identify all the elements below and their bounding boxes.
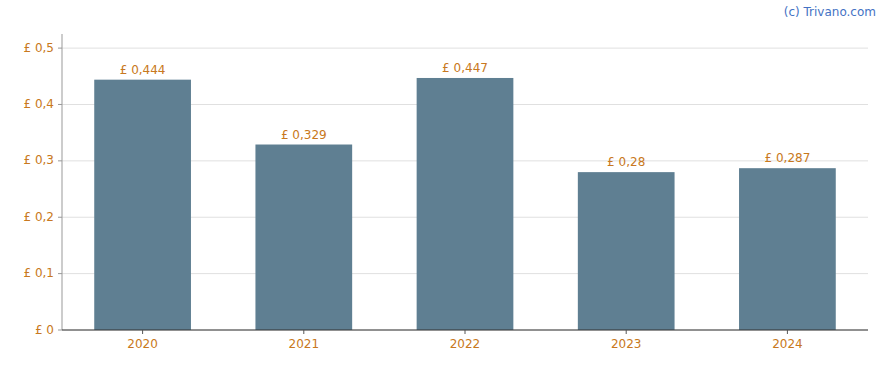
watermark: (c) Trivano.com: [784, 5, 876, 19]
x-tick-label: 2021: [289, 337, 320, 351]
bars: [94, 78, 836, 330]
data-label: £ 0,444: [120, 63, 166, 77]
x-tick: [465, 330, 466, 334]
x-tick-label: 2022: [450, 337, 481, 351]
y-tick: [58, 217, 62, 218]
y-tick-label: £ 0,1: [23, 266, 54, 280]
x-tick: [626, 330, 627, 334]
y-tick-label: £ 0,3: [23, 153, 54, 167]
data-label: £ 0,447: [442, 61, 488, 75]
bar: [739, 168, 836, 330]
grid-line: [62, 48, 868, 49]
chart-svg: £ 0 £ 0,1 £ 0,2 £ 0,3 £ 0,4 £ 0,5 £ 0,444 £ 0,3…: [0, 0, 888, 370]
x-axis: 2020 2021 2022 2023 2024: [62, 330, 868, 351]
data-label: £ 0,287: [764, 151, 810, 165]
chart-container: £ 0 £ 0,1 £ 0,2 £ 0,3 £ 0,4 £ 0,5 £ 0,444 £ 0,3…: [0, 0, 888, 370]
y-tick-label: £ 0,5: [23, 41, 54, 55]
data-label: £ 0,28: [607, 155, 645, 169]
x-tick-label: 2024: [772, 337, 803, 351]
y-axis: £ 0 £ 0,1 £ 0,2 £ 0,3 £ 0,4 £ 0,5: [23, 41, 868, 337]
y-tick: [58, 330, 62, 331]
x-tick: [303, 330, 304, 334]
y-tick-label: £ 0: [35, 323, 54, 337]
x-tick: [142, 330, 143, 334]
bar: [94, 80, 191, 330]
bar: [417, 78, 514, 330]
x-tick: [787, 330, 788, 334]
data-label: £ 0,329: [281, 128, 327, 142]
y-tick: [58, 104, 62, 105]
data-labels: £ 0,444 £ 0,329 £ 0,447 £ 0,28 £ 0,287: [120, 61, 811, 169]
y-tick: [58, 160, 62, 161]
y-tick-label: £ 0,2: [23, 210, 54, 224]
x-tick-label: 2020: [127, 337, 158, 351]
x-tick-label: 2023: [611, 337, 642, 351]
y-tick: [58, 48, 62, 49]
page: {"chart_data": {"type": "bar", "categori…: [0, 0, 888, 370]
y-tick-label: £ 0,4: [23, 97, 54, 111]
y-tick: [58, 273, 62, 274]
bar: [255, 145, 352, 330]
y-axis-line: [62, 34, 63, 330]
bar: [578, 172, 675, 330]
